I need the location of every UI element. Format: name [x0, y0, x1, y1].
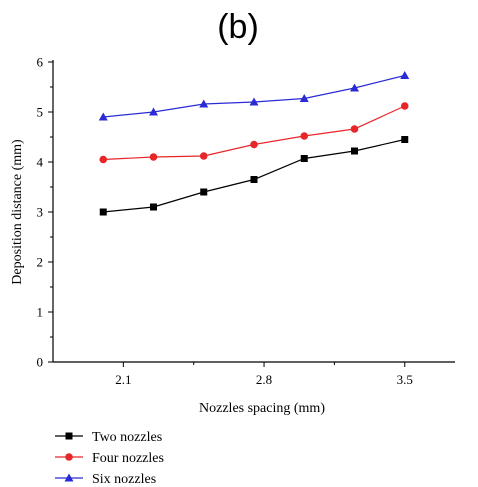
data-point-square: [250, 176, 258, 183]
series-line: [103, 74, 405, 118]
data-point-triangle: [299, 94, 309, 102]
data-point-square: [150, 203, 157, 211]
series-four-nozzles: [99, 102, 409, 164]
data-point-circle: [99, 155, 108, 164]
series-layer: [98, 71, 410, 216]
data-point-square: [200, 188, 208, 196]
data-point-circle: [149, 153, 158, 161]
legend-item: Four nozzles: [55, 451, 164, 466]
y-tick-label: 2: [37, 255, 44, 270]
legend-label: Six nozzles: [92, 472, 156, 487]
data-point-square: [351, 147, 358, 155]
legend-marker-square: [65, 432, 73, 440]
data-point-circle: [250, 140, 258, 149]
data-point-triangle: [249, 97, 259, 106]
legend-item: Two nozzles: [55, 430, 162, 445]
data-point-square: [300, 155, 308, 162]
legend: Two nozzles Four nozzles Six nozzles: [55, 430, 164, 487]
y-axis-title: Deposition distance (mm): [10, 139, 25, 285]
data-point-triangle: [149, 107, 158, 116]
y-tick-label: 3: [37, 205, 44, 220]
data-point-triangle: [350, 83, 359, 92]
series-six-nozzles: [98, 71, 410, 121]
series-line: [103, 105, 405, 161]
y-axis: 0 1 2 3 4 5 6: [37, 55, 53, 370]
legend-marker-triangle: [64, 473, 74, 482]
x-tick-label: 2.1: [115, 372, 131, 387]
y-tick-label: 5: [37, 105, 44, 120]
y-tick-label: 0: [37, 355, 44, 370]
legend-item: Six nozzles: [55, 472, 156, 487]
series-line: [103, 138, 405, 213]
series-two-nozzles: [99, 136, 409, 216]
x-tick-label: 3.5: [397, 372, 413, 387]
x-tick-label: 2.8: [256, 372, 272, 387]
y-tick-label: 6: [37, 55, 44, 70]
data-point-circle: [199, 152, 208, 160]
y-tick-label: 1: [37, 305, 44, 320]
x-axis: 2.1 2.8 3.5: [115, 362, 413, 387]
data-point-square: [401, 136, 409, 143]
legend-label: Four nozzles: [92, 451, 164, 466]
data-point-circle: [300, 132, 309, 140]
data-point-triangle: [199, 99, 209, 108]
data-point-triangle: [98, 112, 108, 121]
panel-label: (b): [217, 8, 259, 46]
legend-label: Two nozzles: [92, 430, 162, 445]
data-point-square: [99, 208, 107, 216]
data-point-triangle: [400, 71, 410, 79]
data-point-circle: [350, 125, 359, 133]
data-point-circle: [400, 102, 409, 110]
legend-marker-circle: [65, 453, 73, 461]
y-tick-label: 4: [37, 155, 44, 170]
x-axis-title: Nozzles spacing (mm): [199, 401, 325, 416]
